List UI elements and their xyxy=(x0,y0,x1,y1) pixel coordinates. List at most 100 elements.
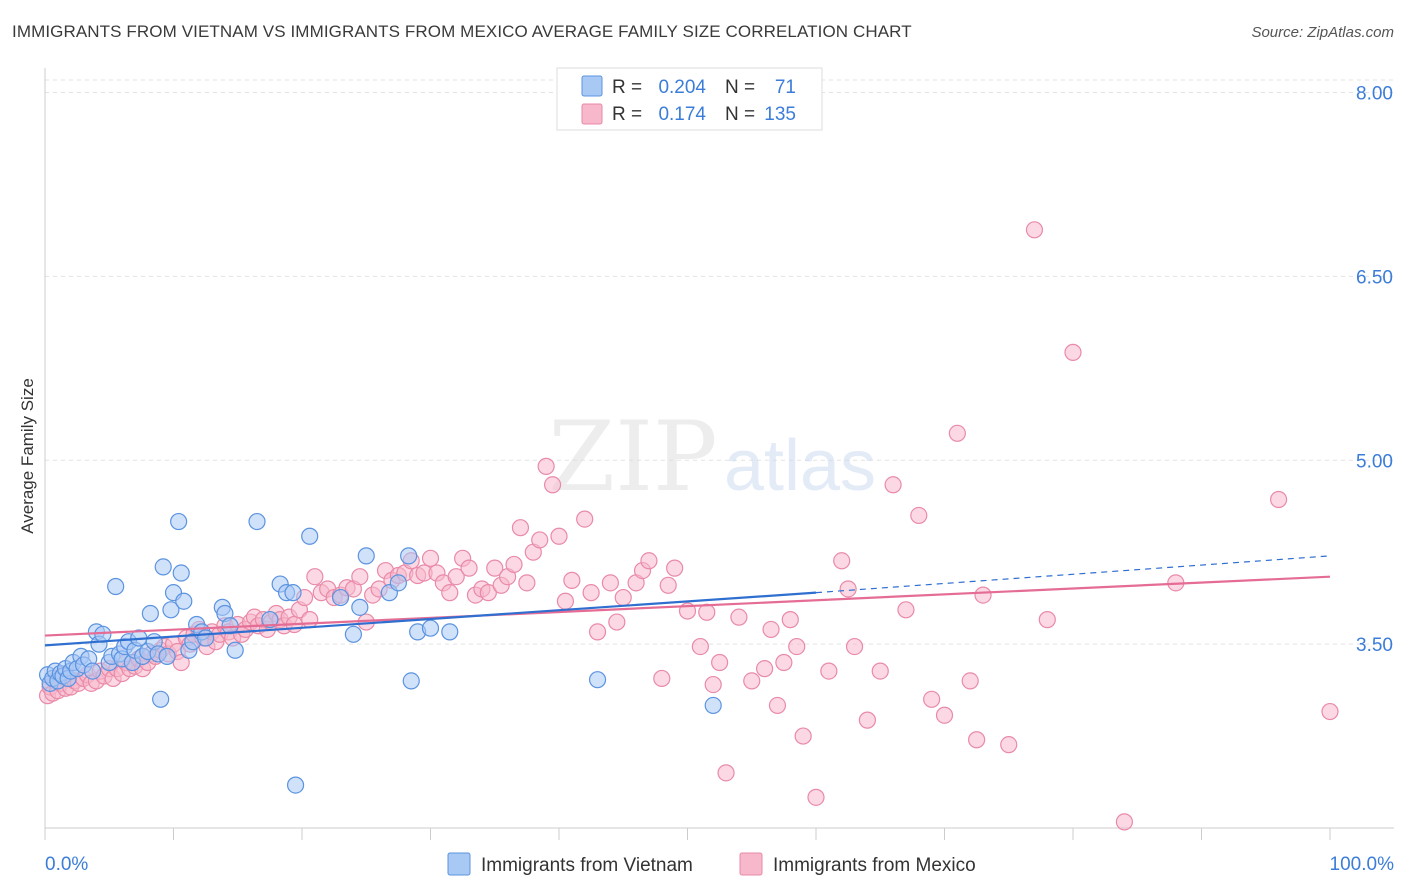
mexico-point xyxy=(588,623,607,641)
y-tick-label: 5.00 xyxy=(1356,451,1393,472)
vietnam-point xyxy=(402,672,420,690)
chart-title: IMMIGRANTS FROM VIETNAM VS IMMIGRANTS FR… xyxy=(12,22,912,41)
vietnam-point xyxy=(83,662,102,680)
mexico-point xyxy=(910,506,928,525)
mexico-point xyxy=(961,672,979,690)
vietnam-point xyxy=(170,512,188,531)
mexico-point xyxy=(486,559,504,577)
mexico-point xyxy=(447,568,465,586)
watermark: ZIP atlas xyxy=(548,401,876,513)
mexico-point xyxy=(897,601,915,619)
mexico-point xyxy=(543,476,562,494)
mexico-point xyxy=(1321,702,1339,721)
vietnam-point xyxy=(389,574,407,592)
y-tick-labels: 3.50 5.00 6.50 8.00 xyxy=(1356,84,1393,657)
mexico-point xyxy=(923,690,941,708)
mexico-point xyxy=(441,584,459,602)
vietnam-point xyxy=(421,619,440,637)
series-vietnam-points xyxy=(38,512,722,794)
mexico-point xyxy=(576,510,594,528)
vietnam-point xyxy=(175,592,193,610)
mexico-point xyxy=(948,424,966,442)
mexico-point xyxy=(858,711,877,729)
mexico-point xyxy=(460,559,478,577)
mexico-point xyxy=(807,788,825,806)
vietnam-point xyxy=(704,696,722,715)
vietnam-point xyxy=(344,625,362,643)
stats-vietnam-r: 0.204 xyxy=(658,77,706,98)
mexico-point xyxy=(762,620,780,639)
mexico-point xyxy=(653,669,671,688)
mexico-point xyxy=(781,611,799,629)
mexico-point xyxy=(614,588,632,607)
mexico-point xyxy=(172,653,190,672)
legend-mexico-swatch xyxy=(739,852,763,876)
mexico-point xyxy=(730,608,748,626)
y-tick-label: 8.00 xyxy=(1356,84,1393,105)
mexico-point xyxy=(518,574,536,592)
vietnam-trend-line xyxy=(44,591,817,647)
mexico-point xyxy=(788,637,806,656)
vietnam-point xyxy=(331,588,350,607)
mexico-point xyxy=(479,584,497,602)
trend-lines xyxy=(44,555,1331,647)
mexico-point xyxy=(306,568,324,586)
mexico-point xyxy=(768,696,787,715)
stats-vietnam-n: 71 xyxy=(775,77,796,98)
grid-lines xyxy=(45,79,1394,645)
vietnam-point xyxy=(226,641,244,659)
mexico-point xyxy=(511,519,530,537)
mexico-point xyxy=(845,637,864,656)
mexico-point xyxy=(974,586,992,604)
mexico-point xyxy=(775,653,793,672)
vietnam-point xyxy=(286,776,305,794)
x-tick-label-max: 100.0% xyxy=(1330,854,1395,875)
axes xyxy=(44,68,1394,829)
stats-vietnam-r-label: R = xyxy=(612,77,642,98)
mexico-point xyxy=(601,574,620,592)
mexico-point xyxy=(935,706,954,724)
stats-mexico-r-label: R = xyxy=(612,104,642,125)
stats-mexico-n: 135 xyxy=(764,104,796,125)
mexico-point xyxy=(550,527,568,545)
mexico-point xyxy=(743,672,761,690)
mexico-point xyxy=(968,731,986,749)
vietnam-point xyxy=(141,604,159,623)
mexico-point xyxy=(1038,611,1056,629)
vietnam-point xyxy=(197,629,215,647)
mexico-point xyxy=(351,568,369,586)
vietnam-point xyxy=(588,671,607,689)
mexico-point xyxy=(531,531,549,549)
y-tick-label: 3.50 xyxy=(1356,635,1393,656)
vietnam-point xyxy=(107,577,125,596)
mexico-point xyxy=(1064,343,1082,361)
vietnam-point xyxy=(301,527,319,545)
mexico-point xyxy=(820,662,838,680)
vietnam-point xyxy=(441,623,459,641)
stats-vietnam-swatch xyxy=(581,75,603,97)
vietnam-point xyxy=(248,512,266,531)
mexico-point xyxy=(659,576,677,594)
vietnam-point xyxy=(284,584,302,602)
vietnam-point xyxy=(172,564,190,582)
vietnam-trend-extension xyxy=(815,555,1331,594)
vietnam-point xyxy=(351,598,369,616)
x-tick-label-min: 0.0% xyxy=(45,854,88,875)
mexico-point xyxy=(704,675,722,694)
vietnam-point xyxy=(154,558,172,576)
stats-box: R = 0.204 N = 71 R = 0.174 N = 135 xyxy=(556,67,823,131)
mexico-point xyxy=(563,571,581,589)
x-tick-labels: 0.0% 100.0% xyxy=(45,854,1394,875)
mexico-point xyxy=(421,549,440,567)
mexico-point xyxy=(833,552,851,570)
stats-vietnam-n-label: N = xyxy=(725,77,755,98)
mexico-point xyxy=(556,592,575,610)
mexico-point xyxy=(666,559,684,577)
mexico-point xyxy=(698,603,716,621)
watermark-atlas: atlas xyxy=(724,426,876,506)
mexico-point xyxy=(871,662,889,680)
series-mexico-points xyxy=(38,221,1339,831)
vietnam-point xyxy=(158,647,176,665)
mexico-point xyxy=(839,580,857,598)
